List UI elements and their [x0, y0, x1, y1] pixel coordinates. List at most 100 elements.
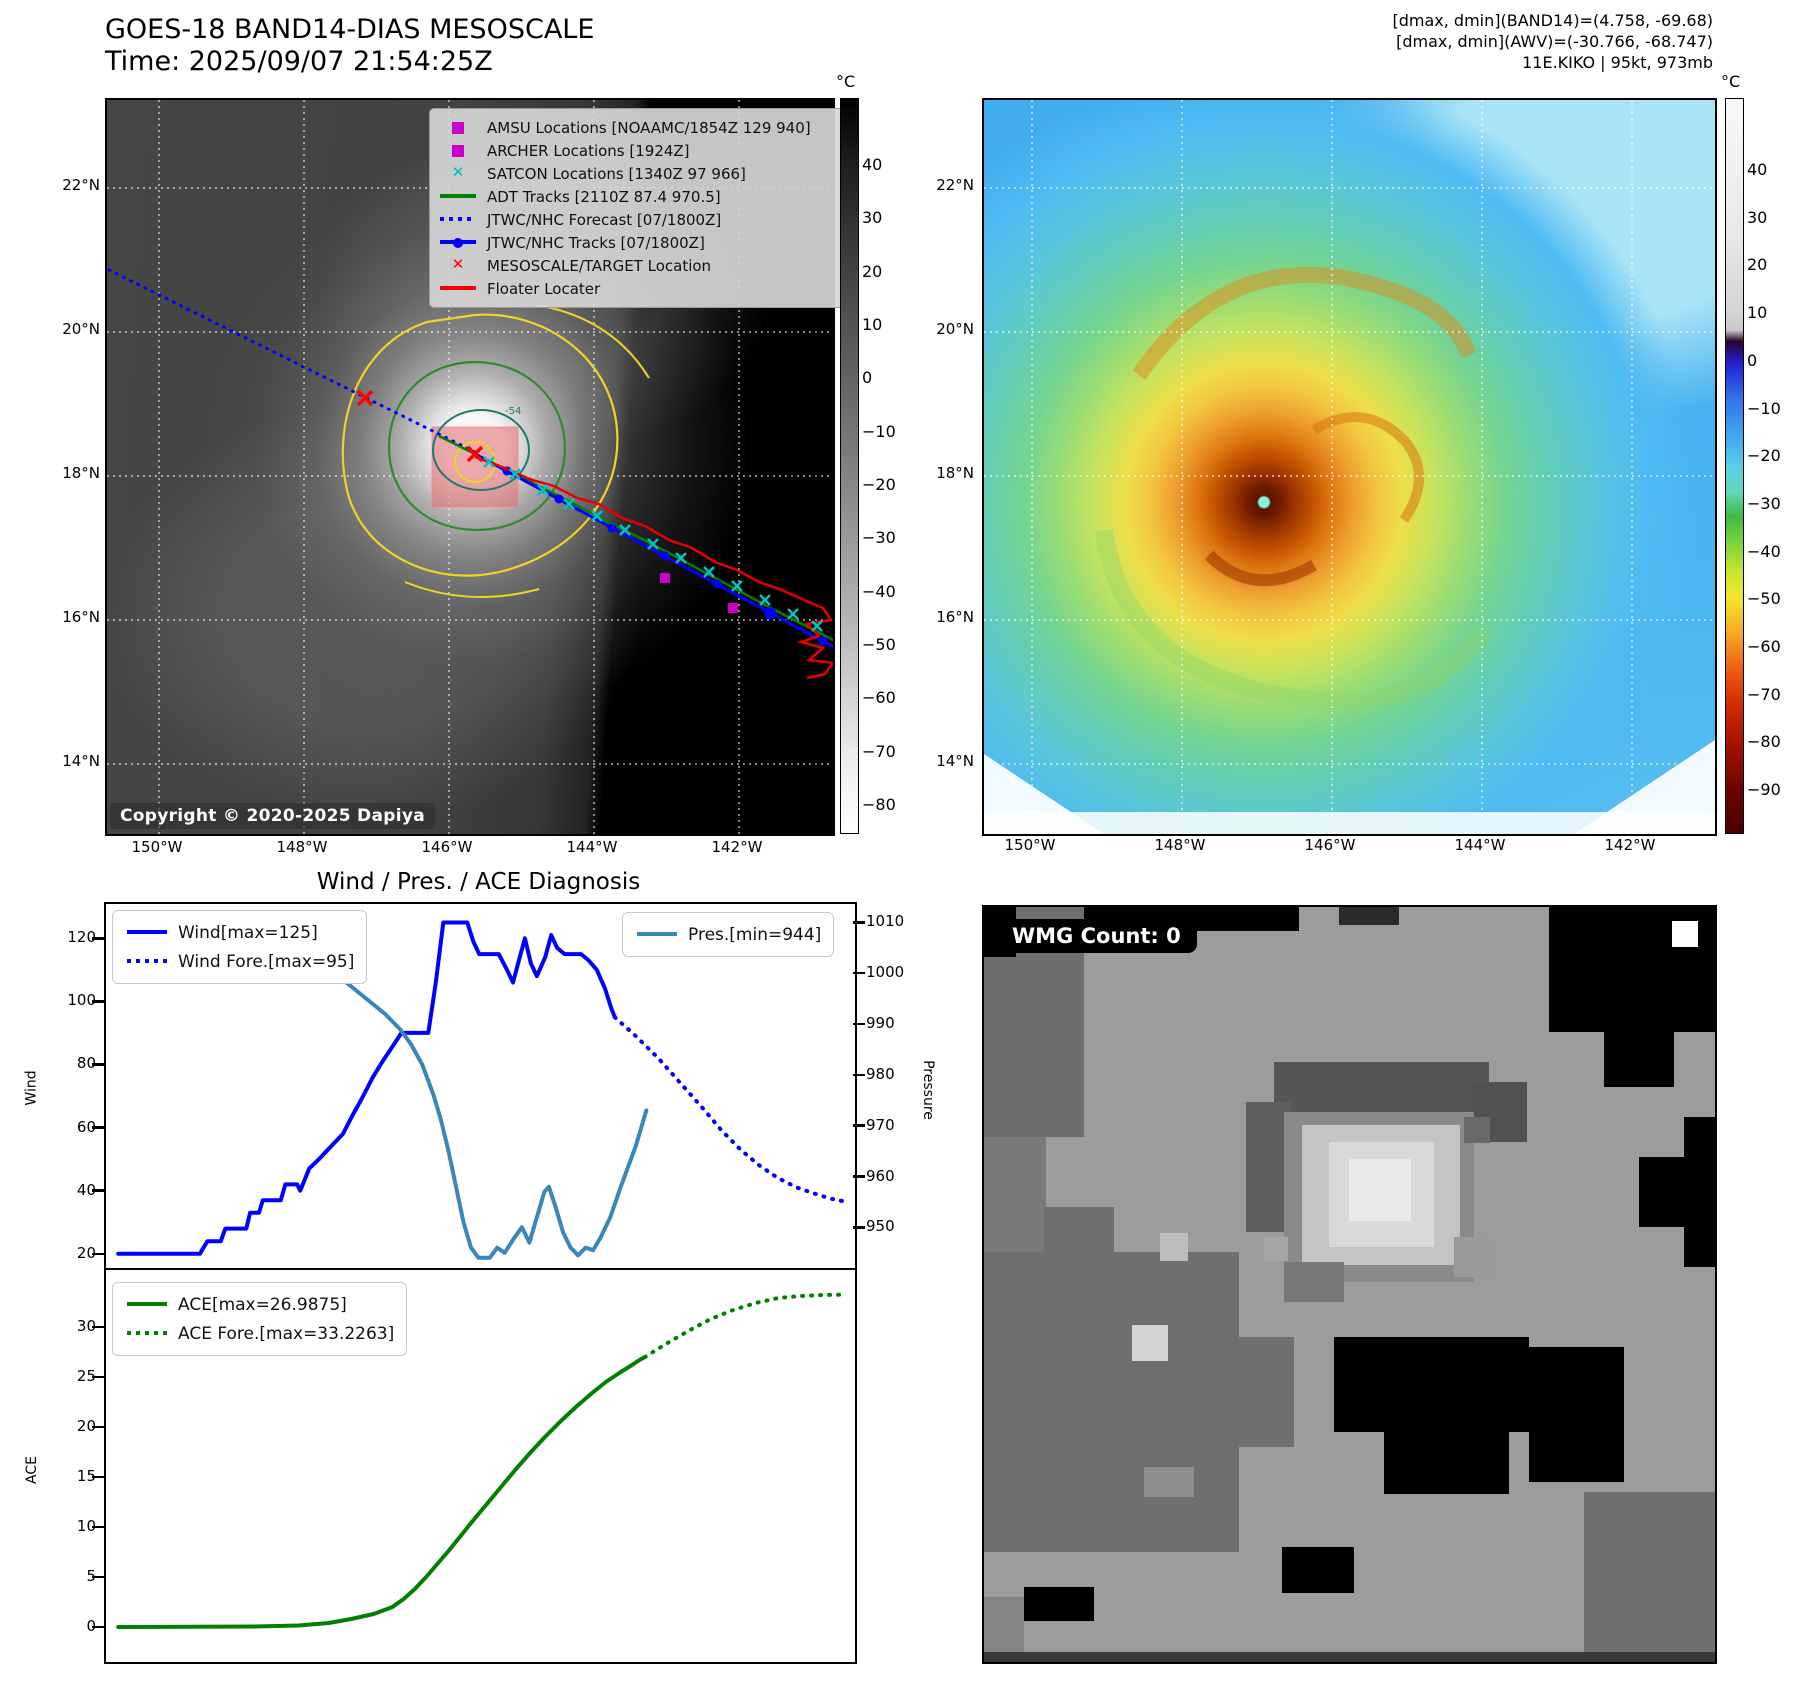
left-colorbar-tick: −20 [862, 474, 896, 494]
left-map-lon-label: 150°W [131, 838, 183, 856]
map-gridlines [984, 100, 1715, 834]
legend-label: ACE Fore.[max=33.2263] [178, 1323, 395, 1344]
scan-edge-corner-right [1574, 740, 1715, 834]
right-map-lat-label: 16°N [936, 608, 974, 626]
wmg-count-badge: WMG Count: 0 [996, 919, 1197, 953]
right-colorbar-tick: −20 [1747, 446, 1781, 466]
tick-mark [853, 1022, 865, 1026]
legend-label: Wind[max=125] [178, 922, 318, 943]
legend-marker-x: ✕ [451, 163, 465, 181]
right-colorbar-tick: 20 [1747, 255, 1768, 275]
enhanced-ir-map [982, 98, 1717, 836]
pressure-tick-label: 1000 [866, 963, 905, 982]
band14-satellite-map: -54 [105, 98, 849, 836]
tick-mark [92, 1252, 104, 1256]
legend-item: Floater Locater [438, 277, 840, 300]
legend-item: Wind[max=125] [125, 918, 354, 947]
map-legend: AMSU Locations [NOAAMC/1854Z 129 940] ARC… [429, 108, 849, 308]
tick-mark [92, 1625, 104, 1629]
wind-tick-label: 80 [76, 1054, 96, 1073]
legend-item: ✕ MESOSCALE/TARGET Location [438, 254, 840, 277]
legend-label: MESOSCALE/TARGET Location [487, 256, 712, 275]
right-map-lon-label: 142°W [1604, 836, 1656, 854]
left-colorbar-tick: −80 [862, 794, 896, 814]
tick-mark [853, 1073, 865, 1077]
pressure-legend: Pres.[min=944] [622, 912, 835, 957]
left-map-lat-label: 22°N [62, 176, 100, 194]
right-map-lon-label: 146°W [1304, 836, 1356, 854]
legend-marker-line [438, 189, 478, 204]
left-colorbar [840, 98, 859, 834]
legend-label: Floater Locater [487, 279, 601, 298]
legend-marker-line [635, 927, 679, 942]
ace-tick-label: 30 [76, 1317, 96, 1335]
legend-marker-line-dot [438, 235, 478, 250]
chart-title: Wind / Pres. / ACE Diagnosis [316, 869, 641, 895]
wind-tick-label: 40 [76, 1180, 96, 1199]
contour-teal [432, 409, 530, 491]
right-colorbar-tick: 10 [1747, 303, 1768, 323]
legend-marker-line [125, 925, 169, 940]
left-colorbar-tick: 30 [862, 208, 883, 228]
legend-marker-dotted [125, 954, 169, 969]
ace-tick-label: 5 [0, 1567, 96, 1585]
wind-legend: Wind[max=125] Wind Fore.[max=95] [112, 910, 368, 984]
left-colorbar-tick: −40 [862, 581, 896, 601]
wind-tick-label: 120 [67, 928, 96, 947]
legend-marker-dotted [438, 212, 478, 227]
right-colorbar-tick: −70 [1747, 684, 1781, 704]
contour-yellow-arc-s [404, 581, 540, 599]
left-colorbar-tick: 10 [862, 314, 883, 334]
tick-mark [92, 1375, 104, 1379]
tick-mark [853, 1124, 865, 1127]
legend-label: Pres.[min=944] [688, 924, 822, 945]
pressure-tick-label: 980 [866, 1064, 895, 1083]
amsu-archer-markers [660, 573, 738, 613]
legend-label: AMSU Locations [NOAAMC/1854Z 129 940] [487, 118, 811, 137]
legend-label: Wind Fore.[max=95] [178, 951, 355, 972]
left-map-lat-label: 20°N [62, 320, 100, 338]
wmg-panel: WMG Count: 0 [982, 905, 1717, 1664]
right-colorbar-tick: −10 [1747, 398, 1781, 418]
left-panel-title: GOES-18 BAND14-DIAS MESOSCALE Time: 2025… [105, 14, 594, 78]
wmg-grid-image [984, 907, 1715, 1662]
left-map-lon-label: 144°W [566, 838, 618, 856]
ace-tick-label: 20 [76, 1417, 96, 1435]
right-map-lat-label: 14°N [936, 752, 974, 770]
left-colorbar-tick: −50 [862, 634, 896, 654]
legend-item: Wind Fore.[max=95] [125, 947, 354, 976]
tick-mark [853, 921, 865, 924]
left-map-lon-label: 142°W [711, 838, 763, 856]
satellite-time: Time: 2025/09/07 21:54:25Z [105, 46, 493, 77]
ace-tick-label: 25 [76, 1367, 96, 1385]
left-colorbar-tick: 0 [862, 368, 873, 388]
series-ace-fore- [642, 1292, 848, 1360]
mesoscale-target-markers [356, 389, 484, 463]
right-map-lat-label: 22°N [936, 176, 974, 194]
wind-pressure-plot [116, 920, 848, 1260]
right-colorbar-tick: 40 [1747, 160, 1768, 179]
legend-label: JTWC/NHC Forecast [07/1800Z] [487, 210, 722, 229]
tick-mark [92, 1475, 104, 1479]
tick-mark [92, 1000, 104, 1003]
pressure-tick-label: 970 [866, 1115, 895, 1134]
series-wind-fore- [612, 1015, 848, 1204]
legend-item: Pres.[min=944] [635, 920, 821, 949]
contour-green [387, 360, 567, 532]
ace-legend: ACE[max=26.9875] ACE Fore.[max=33.2263] [112, 1282, 408, 1356]
legend-marker-x: ✕ [451, 255, 465, 273]
right-map-lon-label: 150°W [1004, 836, 1056, 854]
ir-swirl-bands [1095, 266, 1492, 711]
left-colorbar-tick: −10 [862, 421, 896, 441]
right-colorbar-tick: −60 [1747, 637, 1781, 656]
left-colorbar-tick: 20 [862, 261, 883, 281]
legend-marker-dotted [125, 1326, 169, 1341]
right-colorbar [1725, 98, 1744, 834]
pressure-tick-label: 950 [866, 1217, 895, 1236]
contour-yellow-arc-ne [536, 304, 650, 379]
pressure-axis-label: Pressure [919, 1060, 936, 1120]
right-colorbar-tick: −80 [1747, 732, 1781, 752]
floater-track-line [474, 455, 833, 680]
series-pres- [116, 950, 649, 1260]
